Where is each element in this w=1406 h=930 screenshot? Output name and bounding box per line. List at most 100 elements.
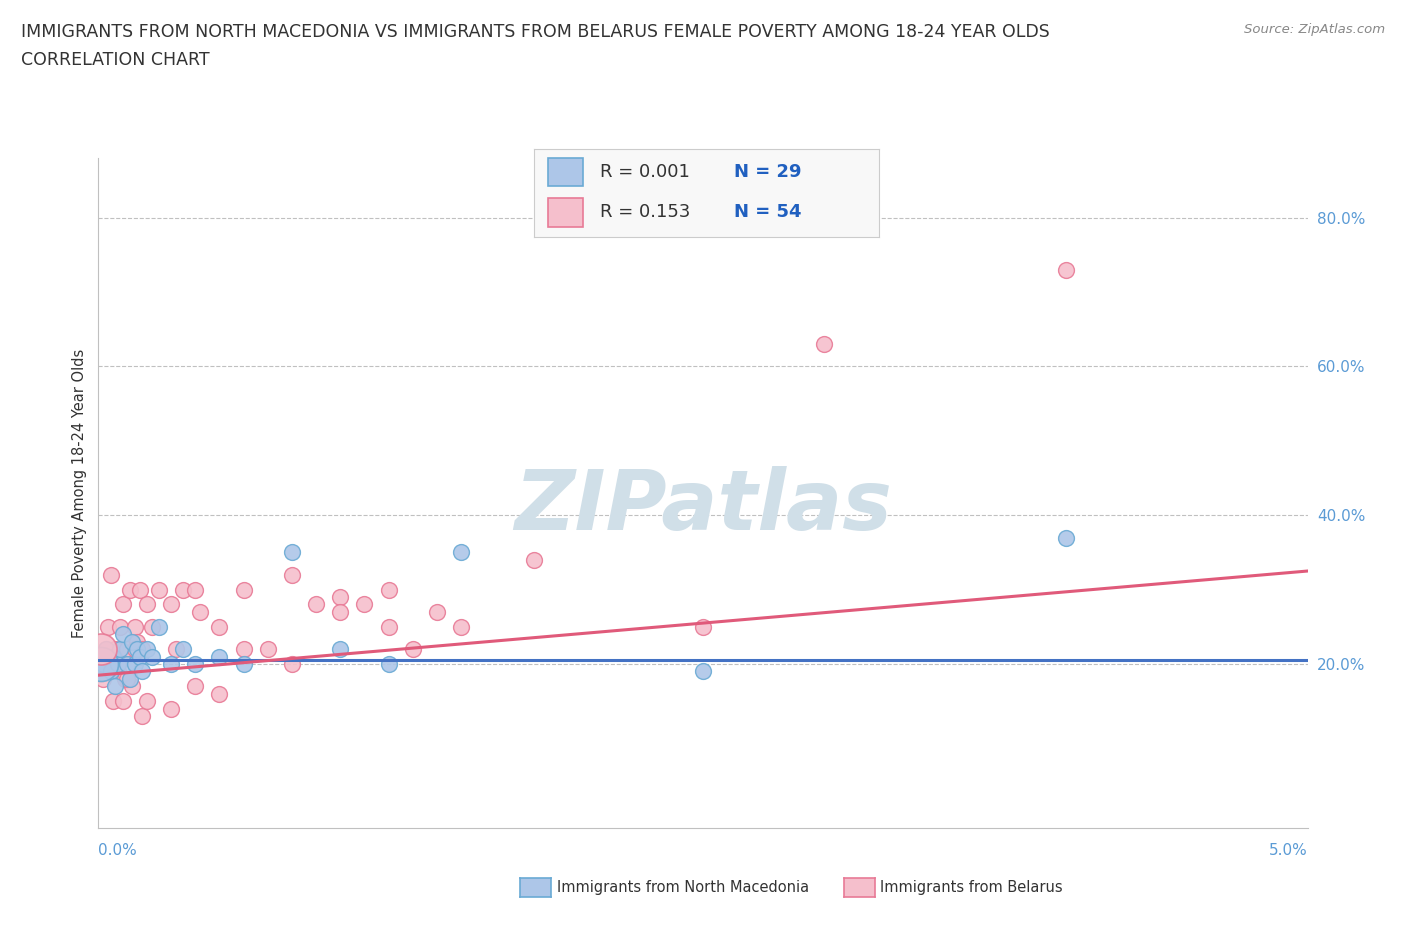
Point [692, 619, 714, 634]
Point [127, 642, 149, 657]
Point [208, 619, 231, 634]
Point [160, 657, 183, 671]
Point [100, 664, 122, 679]
Point [523, 552, 546, 567]
FancyBboxPatch shape [548, 198, 582, 227]
Point [121, 634, 143, 649]
Point [329, 604, 352, 619]
Point [184, 679, 207, 694]
Point [118, 582, 141, 597]
Point [117, 642, 139, 657]
Point [124, 619, 146, 634]
Point [108, 642, 131, 657]
Point [172, 642, 194, 657]
Point [160, 597, 183, 612]
Point [377, 619, 399, 634]
Point [124, 642, 146, 657]
Point [117, 671, 139, 686]
Point [232, 657, 254, 671]
Point [184, 657, 207, 671]
Point [232, 582, 254, 597]
Point [94, 642, 117, 657]
Point [128, 649, 150, 664]
Point [450, 545, 472, 560]
Point [1054, 530, 1077, 545]
Point [141, 619, 163, 634]
Point [165, 642, 187, 657]
Point [107, 664, 129, 679]
Point [692, 664, 714, 679]
Point [281, 567, 304, 582]
Point [117, 657, 139, 671]
Text: Immigrants from Belarus: Immigrants from Belarus [880, 880, 1063, 895]
Point [172, 582, 194, 597]
Point [148, 582, 170, 597]
Text: ZIPatlas: ZIPatlas [515, 466, 891, 547]
Point [104, 642, 127, 657]
Point [1054, 262, 1077, 277]
Y-axis label: Female Poverty Among 18-24 Year Olds: Female Poverty Among 18-24 Year Olds [72, 348, 87, 638]
Point [91, 671, 114, 686]
Point [94, 642, 117, 657]
Point [90, 657, 112, 671]
Point [188, 604, 211, 619]
Point [100, 567, 122, 582]
Point [91, 657, 114, 671]
Text: N = 54: N = 54 [734, 204, 801, 221]
Text: CORRELATION CHART: CORRELATION CHART [21, 51, 209, 69]
Point [141, 649, 163, 664]
Text: R = 0.153: R = 0.153 [600, 204, 690, 221]
Point [111, 694, 134, 709]
Point [450, 619, 472, 634]
Point [100, 657, 122, 671]
Point [135, 642, 157, 657]
Point [329, 642, 352, 657]
Point [131, 642, 153, 657]
Point [97, 619, 120, 634]
Point [114, 671, 136, 686]
Point [124, 657, 146, 671]
Point [107, 657, 129, 671]
Point [256, 642, 278, 657]
Point [101, 649, 124, 664]
Point [353, 597, 375, 612]
Point [281, 545, 304, 560]
Point [377, 582, 399, 597]
Text: R = 0.001: R = 0.001 [600, 163, 689, 180]
Point [232, 642, 254, 657]
Text: IMMIGRANTS FROM NORTH MACEDONIA VS IMMIGRANTS FROM BELARUS FEMALE POVERTY AMONG : IMMIGRANTS FROM NORTH MACEDONIA VS IMMIG… [21, 23, 1050, 41]
Point [107, 657, 129, 671]
Point [208, 686, 231, 701]
Point [127, 634, 149, 649]
Point [121, 679, 143, 694]
Point [108, 619, 131, 634]
Point [90, 642, 112, 657]
Point [135, 597, 157, 612]
Point [377, 657, 399, 671]
Text: Source: ZipAtlas.com: Source: ZipAtlas.com [1244, 23, 1385, 36]
Point [135, 694, 157, 709]
Point [104, 679, 127, 694]
Point [101, 694, 124, 709]
Point [131, 709, 153, 724]
Point [208, 649, 231, 664]
Text: N = 29: N = 29 [734, 163, 801, 180]
Point [402, 642, 425, 657]
Text: 0.0%: 0.0% [98, 844, 138, 858]
Point [148, 619, 170, 634]
Point [111, 627, 134, 642]
Point [128, 582, 150, 597]
FancyBboxPatch shape [548, 158, 582, 186]
Point [305, 597, 328, 612]
Point [184, 582, 207, 597]
Point [160, 701, 183, 716]
Point [426, 604, 449, 619]
Point [329, 590, 352, 604]
Point [281, 657, 304, 671]
Text: 5.0%: 5.0% [1268, 844, 1308, 858]
Point [118, 671, 141, 686]
Point [813, 337, 835, 352]
Point [131, 664, 153, 679]
Text: Immigrants from North Macedonia: Immigrants from North Macedonia [557, 880, 808, 895]
Point [111, 597, 134, 612]
